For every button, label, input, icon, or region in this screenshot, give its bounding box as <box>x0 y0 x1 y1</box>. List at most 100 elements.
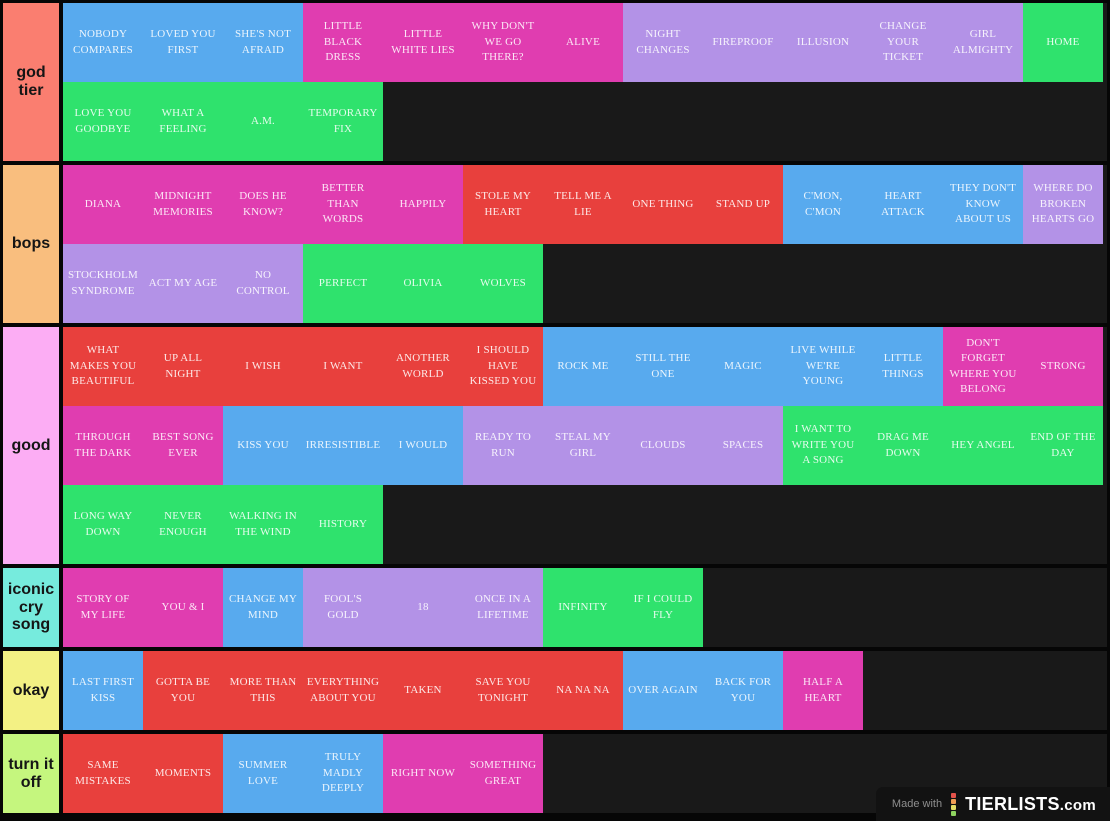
song-tile[interactable]: DOES HE KNOW? <box>223 165 303 244</box>
song-tile[interactable]: YOU & I <box>143 568 223 647</box>
song-tile[interactable]: STILL THE ONE <box>623 327 703 406</box>
song-tile[interactable]: WOLVES <box>463 244 543 323</box>
song-tile[interactable]: LONG WAY DOWN <box>63 485 143 564</box>
song-tile[interactable]: ROCK ME <box>543 327 623 406</box>
song-tile[interactable]: 18 <box>383 568 463 647</box>
song-tile[interactable]: I WISH <box>223 327 303 406</box>
song-tile[interactable]: STOCKHOLM SYNDROME <box>63 244 143 323</box>
watermark-made-with-label: Made with <box>891 798 943 810</box>
song-tile[interactable]: ONCE IN A LIFETIME <box>463 568 543 647</box>
song-tile[interactable]: I WOULD <box>383 406 463 485</box>
song-tile[interactable]: GIRL ALMIGHTY <box>943 3 1023 82</box>
song-tile[interactable]: HEART ATTACK <box>863 165 943 244</box>
song-tile[interactable]: FOOL'S GOLD <box>303 568 383 647</box>
song-tile[interactable]: STOLE MY HEART <box>463 165 543 244</box>
song-tile[interactable]: WHY DON'T WE GO THERE? <box>463 3 543 82</box>
song-tile[interactable]: OVER AGAIN <box>623 651 703 730</box>
song-tile[interactable]: STRONG <box>1023 327 1103 406</box>
song-tile[interactable]: BEST SONG EVER <box>143 406 223 485</box>
song-tile[interactable]: GOTTA BE YOU <box>143 651 223 730</box>
watermark-brand-name: TIERLISTS <box>965 793 1060 814</box>
song-tile[interactable]: NA NA NA <box>543 651 623 730</box>
song-tile[interactable]: ALIVE <box>543 3 623 82</box>
song-tile[interactable]: WHAT A FEELING <box>143 82 223 161</box>
song-tile[interactable]: I SHOULD HAVE KISSED YOU <box>463 327 543 406</box>
tier-row: iconic cry song STORY OF MY LIFE YOU & I CH… <box>3 568 1107 647</box>
song-tile[interactable]: I WANT TO WRITE YOU A SONG <box>783 406 863 485</box>
watermark[interactable]: Made with TIERLISTS.com <box>875 787 1110 821</box>
song-tile[interactable]: FIREPROOF <box>703 3 783 82</box>
tier-tiles: LAST FIRST KISS GOTTA BE YOU MORE THAN THI… <box>63 651 1107 730</box>
song-tile[interactable]: STAND UP <box>703 165 783 244</box>
song-tile[interactable]: TAKEN <box>383 651 463 730</box>
song-tile[interactable]: MIDNIGHT MEMORIES <box>143 165 223 244</box>
song-tile[interactable]: MORE THAN THIS <box>223 651 303 730</box>
song-tile[interactable]: PERFECT <box>303 244 383 323</box>
song-tile[interactable]: RIGHT NOW <box>383 734 463 813</box>
song-tile[interactable]: A.M. <box>223 82 303 161</box>
song-tile[interactable]: LOVE YOU GOODBYE <box>63 82 143 161</box>
song-tile[interactable]: I WANT <box>303 327 383 406</box>
song-tile[interactable]: END OF THE DAY <box>1023 406 1103 485</box>
song-tile[interactable]: CHANGE YOUR TICKET <box>863 3 943 82</box>
song-tile[interactable]: IF I COULD FLY <box>623 568 703 647</box>
song-tile[interactable]: ACT MY AGE <box>143 244 223 323</box>
song-tile[interactable]: KISS YOU <box>223 406 303 485</box>
song-tile[interactable]: BETTER THAN WORDS <box>303 165 383 244</box>
song-tile[interactable]: DON'T FORGET WHERE YOU BELONG <box>943 327 1023 406</box>
song-tile[interactable]: TEMPORARY FIX <box>303 82 383 161</box>
song-tile[interactable]: ANOTHER WORLD <box>383 327 463 406</box>
song-tile[interactable]: LITTLE THINGS <box>863 327 943 406</box>
song-tile[interactable]: UP ALL NIGHT <box>143 327 223 406</box>
tier-row: okay LAST FIRST KISS GOTTA BE YOU MORE THAN… <box>3 651 1107 730</box>
song-tile[interactable]: DRAG ME DOWN <box>863 406 943 485</box>
song-tile[interactable]: LAST FIRST KISS <box>63 651 143 730</box>
song-tile[interactable]: READY TO RUN <box>463 406 543 485</box>
song-tile[interactable]: WHAT MAKES YOU BEAUTIFUL <box>63 327 143 406</box>
song-tile[interactable]: LITTLE WHITE LIES <box>383 3 463 82</box>
song-tile[interactable]: CLOUDS <box>623 406 703 485</box>
song-tile[interactable]: NIGHT CHANGES <box>623 3 703 82</box>
tier-tiles: DIANA MIDNIGHT MEMORIES DOES HE KNOW? BETTE… <box>63 165 1107 323</box>
song-tile[interactable]: HEY ANGEL <box>943 406 1023 485</box>
song-tile[interactable]: SAME MISTAKES <box>63 734 143 813</box>
song-tile[interactable]: SUMMER LOVE <box>223 734 303 813</box>
song-tile[interactable]: OLIVIA <box>383 244 463 323</box>
song-tile[interactable]: SHE'S NOT AFRAID <box>223 3 303 82</box>
song-tile[interactable]: MOMENTS <box>143 734 223 813</box>
song-tile[interactable]: EVERYTHING ABOUT YOU <box>303 651 383 730</box>
song-tile[interactable]: THEY DON'T KNOW ABOUT US <box>943 165 1023 244</box>
song-tile[interactable]: NO CONTROL <box>223 244 303 323</box>
song-tile[interactable]: NOBODY COMPARES <box>63 3 143 82</box>
song-tile[interactable]: SAVE YOU TONIGHT <box>463 651 543 730</box>
song-tile[interactable]: LITTLE BLACK DRESS <box>303 3 383 82</box>
song-tile[interactable]: CHANGE MY MIND <box>223 568 303 647</box>
song-tile[interactable]: IRRESISTIBLE <box>303 406 383 485</box>
song-tile[interactable]: ILLUSION <box>783 3 863 82</box>
watermark-brand: TIERLISTS.com <box>965 794 1096 815</box>
song-tile[interactable]: HALF A HEART <box>783 651 863 730</box>
song-tile[interactable]: HISTORY <box>303 485 383 564</box>
song-tile[interactable]: HAPPILY <box>383 165 463 244</box>
tier-tiles: NOBODY COMPARES LOVED YOU FIRST SHE'S NOT … <box>63 3 1107 161</box>
song-tile[interactable]: TRULY MADLY DEEPLY <box>303 734 383 813</box>
song-tile[interactable]: STEAL MY GIRL <box>543 406 623 485</box>
song-tile[interactable]: NEVER ENOUGH <box>143 485 223 564</box>
song-tile[interactable]: STORY OF MY LIFE <box>63 568 143 647</box>
song-tile[interactable]: SOMETHING GREAT <box>463 734 543 813</box>
song-tile[interactable]: WALKING IN THE WIND <box>223 485 303 564</box>
song-tile[interactable]: INFINITY <box>543 568 623 647</box>
song-tile[interactable]: TELL ME A LIE <box>543 165 623 244</box>
song-tile[interactable]: DIANA <box>63 165 143 244</box>
song-tile[interactable]: C'MON, C'MON <box>783 165 863 244</box>
song-tile[interactable]: BACK FOR YOU <box>703 651 783 730</box>
song-tile[interactable]: MAGIC <box>703 327 783 406</box>
song-tile[interactable]: LIVE WHILE WE'RE YOUNG <box>783 327 863 406</box>
song-tile[interactable]: WHERE DO BROKEN HEARTS GO <box>1023 165 1103 244</box>
song-tile[interactable]: HOME <box>1023 3 1103 82</box>
song-tile[interactable]: LOVED YOU FIRST <box>143 3 223 82</box>
song-tile[interactable]: SPACES <box>703 406 783 485</box>
tier-label: god tier <box>3 3 59 161</box>
song-tile[interactable]: THROUGH THE DARK <box>63 406 143 485</box>
song-tile[interactable]: ONE THING <box>623 165 703 244</box>
